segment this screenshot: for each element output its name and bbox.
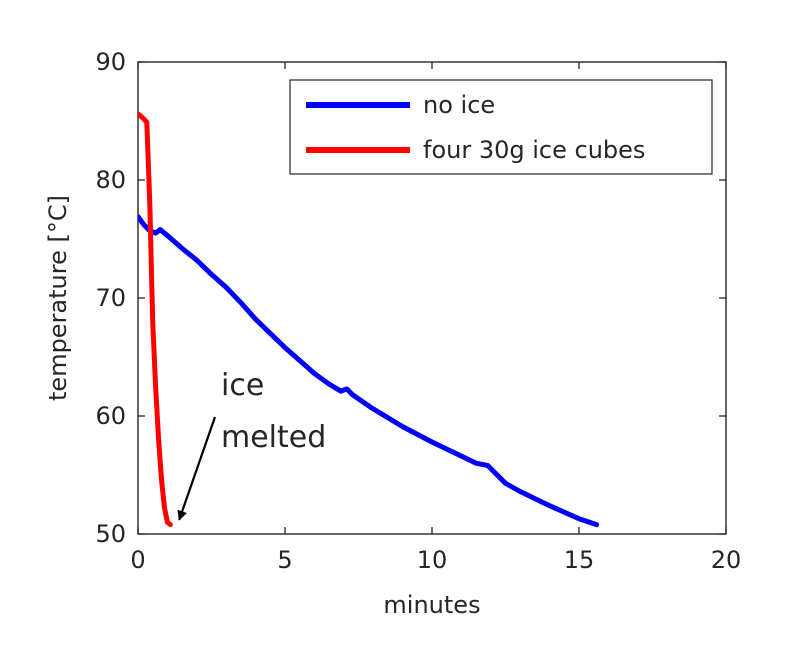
y-tick-label: 60 [95,402,126,430]
annotation-line-1: ice [221,368,264,403]
x-tick-label: 20 [711,546,742,574]
annotation-line-2: melted [221,420,326,455]
x-tick-label: 0 [130,546,145,574]
y-tick-label: 70 [95,284,126,312]
annotation-arrow [177,416,217,521]
y-tick-label: 90 [95,48,126,76]
x-tick-label: 15 [564,546,595,574]
series-line-0 [138,214,600,528]
ticks-layer: 0 5 10 15 20 50 60 70 80 90 [95,48,741,574]
legend-label-four-ice-cubes: four 30g ice cubes [423,136,645,164]
annotation-ice-melted: ice melted [177,368,326,521]
x-tick-label: 5 [277,546,292,574]
legend-label-no-ice: no ice [423,91,495,119]
x-tick-label: 10 [417,546,448,574]
y-tick-label: 80 [95,166,126,194]
x-axis-title: minutes [383,591,480,619]
y-tick-label: 50 [95,520,126,548]
series-line-1 [138,111,173,528]
legend-box [289,79,713,175]
legend: no ice four 30g ice cubes [289,79,713,175]
y-axis-title: temperature [°C] [44,195,72,401]
series-layer [138,111,600,528]
